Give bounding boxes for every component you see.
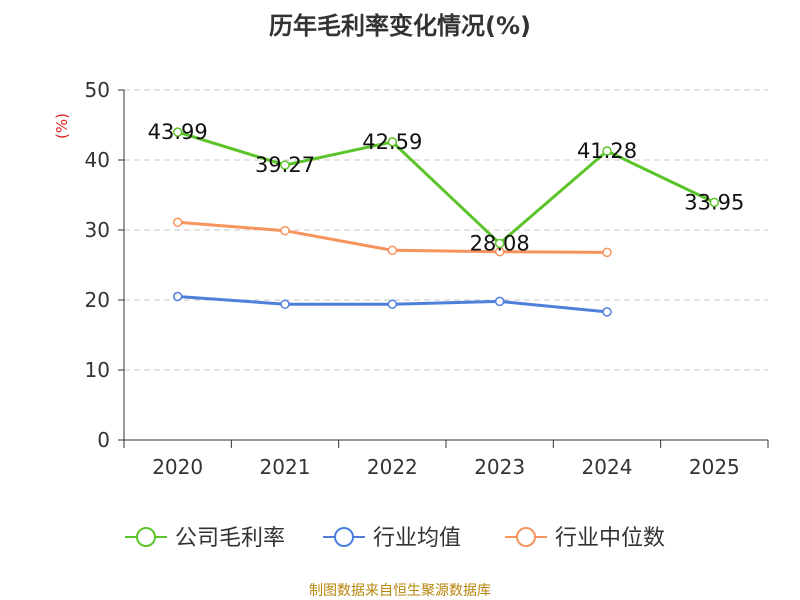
x-tick-label: 2023 xyxy=(474,455,525,479)
data-point xyxy=(280,225,290,236)
data-label: 42.59 xyxy=(362,130,422,154)
chart-title: 历年毛利率变化情况(%) xyxy=(269,12,531,40)
data-point xyxy=(602,146,612,156)
data-label: 41.28 xyxy=(577,139,637,163)
data-point xyxy=(494,296,505,307)
series-line xyxy=(177,130,715,245)
data-point xyxy=(602,307,612,317)
data-label: 28.08 xyxy=(470,231,530,255)
data-point xyxy=(602,247,612,258)
x-tick-label: 2021 xyxy=(260,455,311,479)
data-point xyxy=(172,217,183,228)
legend-marker xyxy=(516,527,536,547)
data-label: 43.99 xyxy=(148,120,208,144)
legend-marker xyxy=(136,527,156,547)
data-point xyxy=(172,291,183,302)
data-point xyxy=(387,137,398,147)
y-tick-label: 0 xyxy=(97,428,110,452)
legend-label: 行业中位数 xyxy=(555,526,665,551)
data-point xyxy=(494,238,505,249)
legend-marker xyxy=(334,527,354,547)
data-point xyxy=(387,299,398,309)
x-tick-label: 2025 xyxy=(689,455,740,479)
x-tick-label: 2022 xyxy=(367,455,418,479)
data-point xyxy=(280,299,290,309)
y-tick-label: 30 xyxy=(85,218,110,242)
y-tick-label: 20 xyxy=(85,288,110,312)
y-axis-label: (%) xyxy=(53,113,71,139)
data-point xyxy=(387,245,398,256)
data-label: 33.95 xyxy=(684,190,744,214)
legend-label: 行业均值 xyxy=(373,526,461,551)
x-tick-label: 2020 xyxy=(152,455,203,479)
x-tick-label: 2024 xyxy=(582,455,633,479)
data-point xyxy=(280,160,290,170)
y-tick-label: 10 xyxy=(85,358,110,382)
data-point xyxy=(172,127,183,137)
legend-label: 公司毛利率 xyxy=(175,526,285,551)
data-label: 39.27 xyxy=(255,153,315,177)
y-tick-label: 40 xyxy=(85,148,110,172)
source-note: 制图数据来自恒生聚源数据库 xyxy=(309,583,491,599)
data-point xyxy=(709,197,720,208)
y-tick-label: 50 xyxy=(85,78,110,102)
